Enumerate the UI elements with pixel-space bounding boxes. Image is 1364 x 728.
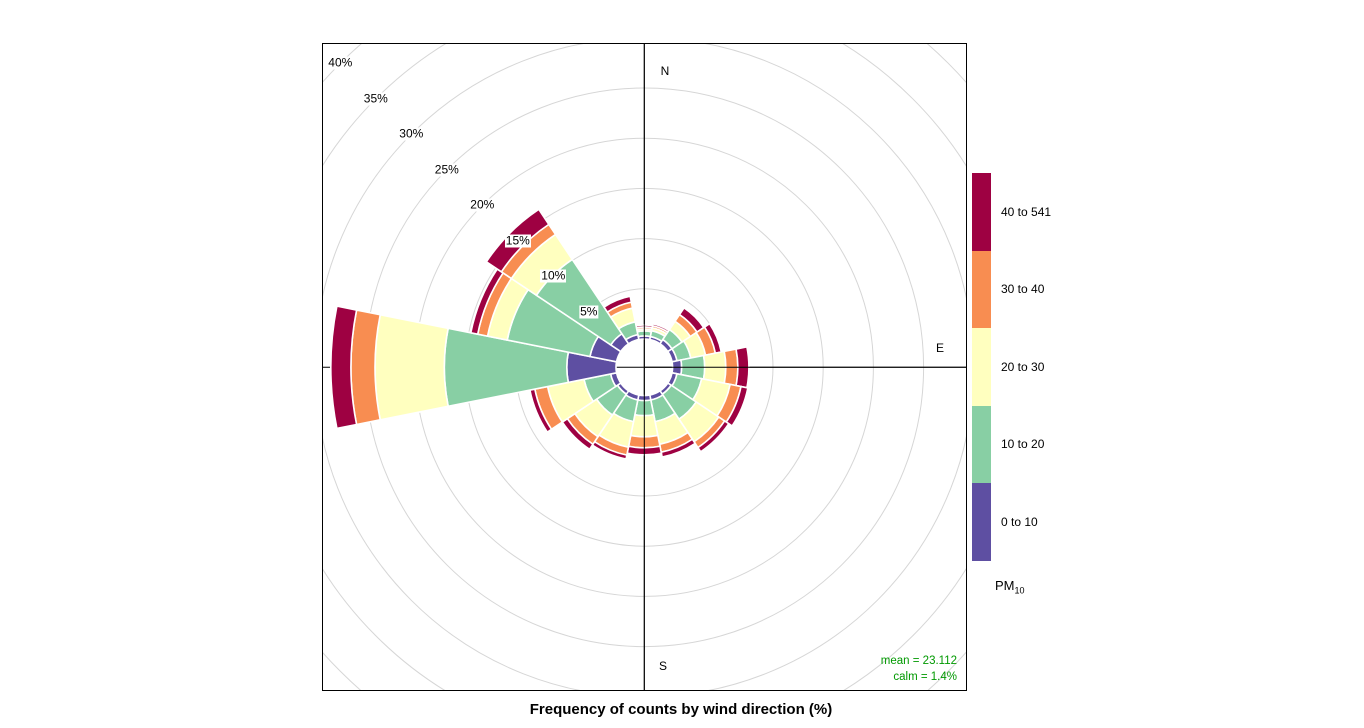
petal-NNW-bin4 <box>602 295 633 314</box>
legend-label-40-to-541: 40 to 541 <box>1001 204 1052 219</box>
legend-label-10-to-20: 10 to 20 <box>1001 437 1045 452</box>
legend-swatch-10-to-20 <box>972 405 991 483</box>
legend-title-subscript: 10 <box>1014 585 1025 596</box>
petal-ESE-bin4 <box>725 385 749 428</box>
radial-tick-label-35: 35% <box>362 91 389 106</box>
legend-colorbar <box>972 173 991 561</box>
radial-tick-label-30: 30% <box>398 126 425 141</box>
compass-label-south: S <box>658 659 668 673</box>
legend-title: PM10 <box>995 578 1025 596</box>
radial-tick-label-15: 15% <box>504 233 531 248</box>
petal-SE-bin4 <box>696 419 730 453</box>
compass-label-north: N <box>660 64 670 78</box>
legend-label-0-to-10: 0 to 10 <box>1001 514 1038 529</box>
windrose-plot <box>322 43 967 691</box>
petal-SSE-bin4 <box>660 438 697 459</box>
legend-swatch-40-to-541 <box>972 173 991 251</box>
mean-annotation: mean = 23.112 <box>880 655 957 667</box>
legend-title-main: PM <box>995 578 1015 593</box>
chart-title: Frequency of counts by wind direction (%… <box>529 701 833 718</box>
radial-tick-label-20: 20% <box>469 197 496 212</box>
radial-tick-label-25: 25% <box>433 162 460 177</box>
radial-tick-label-10: 10% <box>540 268 567 283</box>
petal-W-bin2 <box>374 313 450 421</box>
legend-swatch-30-to-40 <box>972 250 991 328</box>
legend-swatch-20-to-30 <box>972 328 991 406</box>
legend-label-30-to-40: 30 to 40 <box>1001 282 1045 297</box>
legend-label-20-to-30: 20 to 30 <box>1001 359 1045 374</box>
legend-swatch-0-to-10 <box>972 483 991 561</box>
radial-tick-label-5: 5% <box>579 304 599 319</box>
calm-annotation: calm = 1.4% <box>893 671 957 683</box>
compass-label-east: E <box>935 341 945 355</box>
radial-tick-label-40: 40% <box>327 55 354 70</box>
petal-W-bin4 <box>330 305 358 430</box>
